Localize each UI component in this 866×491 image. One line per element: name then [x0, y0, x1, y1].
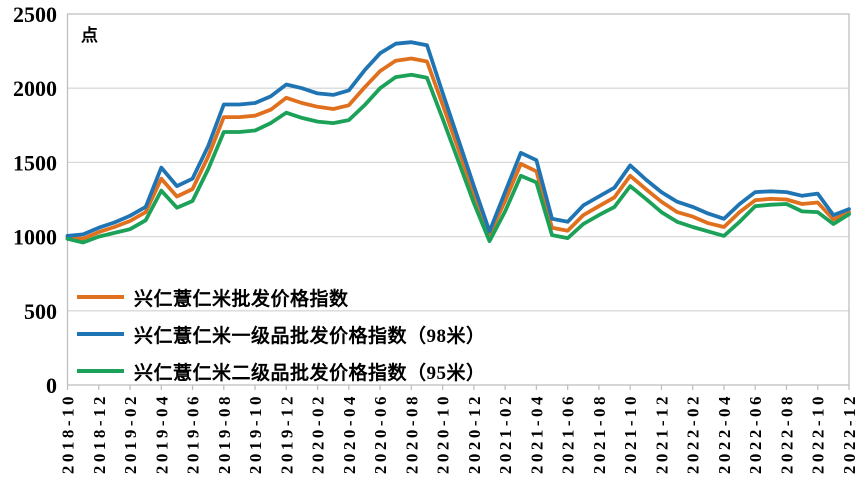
x-axis-label: 2019-08: [215, 393, 234, 474]
legend-item-grade1-index: 兴仁薏仁米一级品批发价格指数（98米）: [77, 321, 486, 347]
legend: 兴仁薏仁米批发价格指数 兴仁薏仁米一级品批发价格指数（98米） 兴仁薏仁米二级品…: [77, 284, 486, 395]
x-axis-label: 2021-08: [590, 393, 609, 474]
plot-border: [66, 13, 850, 386]
y-axis-unit-label: 点: [81, 26, 98, 45]
series-line-0: [65, 56, 851, 241]
series-line-1: [65, 40, 851, 238]
y-axis-label: 0: [46, 373, 57, 398]
x-axis-label: 2018-10: [59, 393, 78, 474]
x-axis-label: 2020-02: [309, 393, 328, 474]
x-axis-label: 2021-06: [559, 393, 578, 474]
y-axis-label: 2000: [13, 76, 57, 101]
legend-label: 兴仁薏仁米二级品批发价格指数（95米）: [134, 362, 486, 384]
legend-item-composite-index: 兴仁薏仁米批发价格指数: [77, 284, 486, 310]
x-axis-label: 2019-02: [121, 393, 140, 474]
x-axis-label: 2022-02: [684, 393, 703, 474]
x-axis-label: 2020-04: [340, 393, 359, 474]
legend-line-swatch-orange: [77, 295, 124, 299]
legend-line-swatch-green: [77, 369, 124, 373]
x-axis-label: 2020-08: [402, 393, 421, 474]
x-axis-label: 2019-10: [246, 393, 265, 474]
y-axis-label: 1000: [13, 225, 57, 250]
x-axis-label: 2022-08: [777, 393, 796, 474]
x-axis-label: 2021-10: [621, 393, 640, 474]
y-axis-label: 1500: [13, 150, 57, 175]
y-axis-label: 500: [24, 299, 57, 324]
x-axis-label: 2020-06: [371, 393, 390, 474]
x-axis-label: 2021-12: [652, 393, 671, 474]
series-line-2: [65, 72, 851, 245]
x-axis-label: 2021-04: [527, 393, 546, 474]
x-axis-label: 2020-10: [434, 393, 453, 474]
x-axis-label: 2022-04: [715, 393, 734, 474]
legend-label: 兴仁薏仁米批发价格指数: [134, 288, 349, 310]
x-axis-label: 2022-06: [746, 393, 765, 474]
x-axis-label: 2022-12: [840, 393, 859, 474]
legend-item-grade2-index: 兴仁薏仁米二级品批发价格指数（95米）: [77, 358, 486, 384]
x-axis-label: 2018-12: [90, 393, 109, 474]
x-axis-label: 2022-10: [809, 393, 828, 474]
legend-label: 兴仁薏仁米一级品批发价格指数（98米）: [134, 325, 486, 347]
x-axis-label: 2021-02: [496, 393, 515, 474]
x-axis-label: 2019-12: [277, 393, 296, 474]
legend-line-swatch-blue: [77, 332, 124, 336]
x-axis-label: 2019-06: [184, 393, 203, 474]
x-axis-label: 2020-12: [465, 393, 484, 474]
x-axis-label: 2019-04: [152, 393, 171, 474]
y-axis-label: 2500: [13, 2, 57, 27]
